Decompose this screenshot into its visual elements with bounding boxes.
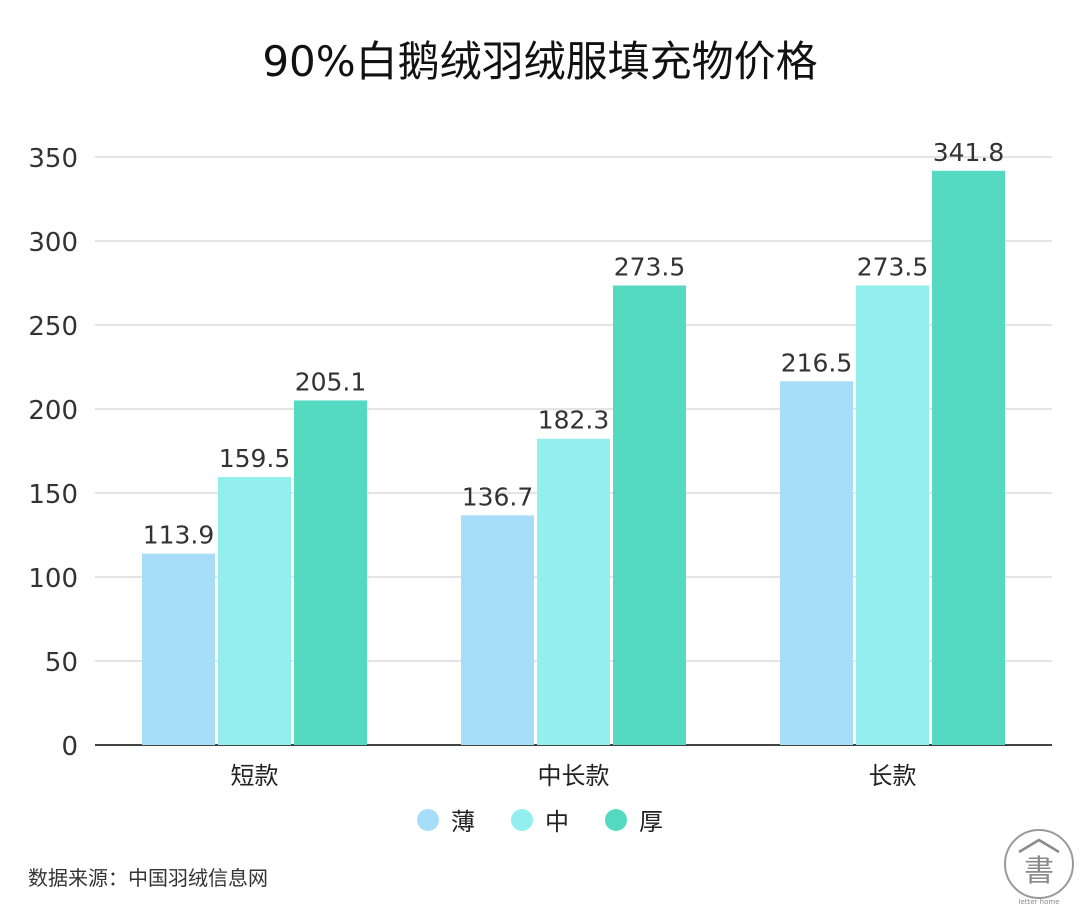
x-tick-label: 短款 xyxy=(231,762,279,790)
legend-label: 薄 xyxy=(451,808,475,836)
bar-chart: 0 50 100 150 200 250 300 350 113.9 159.5 205.1 136… xyxy=(28,138,1052,790)
legend-swatch xyxy=(511,808,533,831)
data-label: 273.5 xyxy=(857,253,929,282)
legend: 薄 中 厚 xyxy=(0,802,1080,837)
y-tick-label: 150 xyxy=(28,480,78,510)
y-tick-label: 250 xyxy=(28,312,78,342)
bar xyxy=(142,553,215,745)
bars xyxy=(142,170,1005,745)
y-tick-label: 100 xyxy=(28,564,78,594)
legend-swatch xyxy=(417,808,439,831)
legend-item-thin: 薄 xyxy=(417,802,475,837)
legend-label: 厚 xyxy=(639,808,663,836)
legend-item-medium: 中 xyxy=(511,802,569,837)
data-label: 205.1 xyxy=(295,367,367,396)
svg-text:書: 書 xyxy=(1024,854,1054,889)
legend-item-thick: 厚 xyxy=(605,802,663,837)
x-tick-label: 长款 xyxy=(869,762,917,790)
bar xyxy=(932,170,1005,745)
y-tick-label: 350 xyxy=(28,144,78,174)
bar xyxy=(613,285,686,745)
y-tick-label: 0 xyxy=(61,732,78,762)
y-tick-label: 200 xyxy=(28,396,78,426)
data-label: 113.9 xyxy=(143,521,215,550)
data-labels: 113.9 159.5 205.1 136.7 182.3 273.5 216.5 273.5… xyxy=(143,138,1005,550)
bar xyxy=(856,285,929,745)
data-label: 341.8 xyxy=(933,138,1005,167)
y-tick-label: 300 xyxy=(28,228,78,258)
bar xyxy=(218,477,291,745)
x-axis-ticks: 短款 中长款 长款 xyxy=(231,762,917,790)
logo-text: letter home xyxy=(1019,898,1060,906)
source-note: 数据来源：中国羽绒信息网 xyxy=(28,866,268,890)
letter-home-logo: 書 letter home xyxy=(1004,829,1074,906)
data-label: 273.5 xyxy=(614,253,686,282)
bar xyxy=(461,515,534,745)
y-tick-label: 50 xyxy=(45,648,78,678)
legend-swatch xyxy=(605,808,627,831)
data-label: 216.5 xyxy=(781,348,853,377)
data-label: 182.3 xyxy=(538,406,610,435)
bar xyxy=(537,438,610,745)
bar xyxy=(780,381,853,745)
data-label: 159.5 xyxy=(219,444,291,473)
legend-label: 中 xyxy=(545,808,569,836)
y-axis-ticks: 0 50 100 150 200 250 300 350 xyxy=(28,144,78,762)
bar xyxy=(294,400,367,745)
x-tick-label: 中长款 xyxy=(538,762,610,790)
chart-title: 90%白鹅绒羽绒服填充物价格 xyxy=(262,37,818,86)
data-label: 136.7 xyxy=(462,482,534,511)
